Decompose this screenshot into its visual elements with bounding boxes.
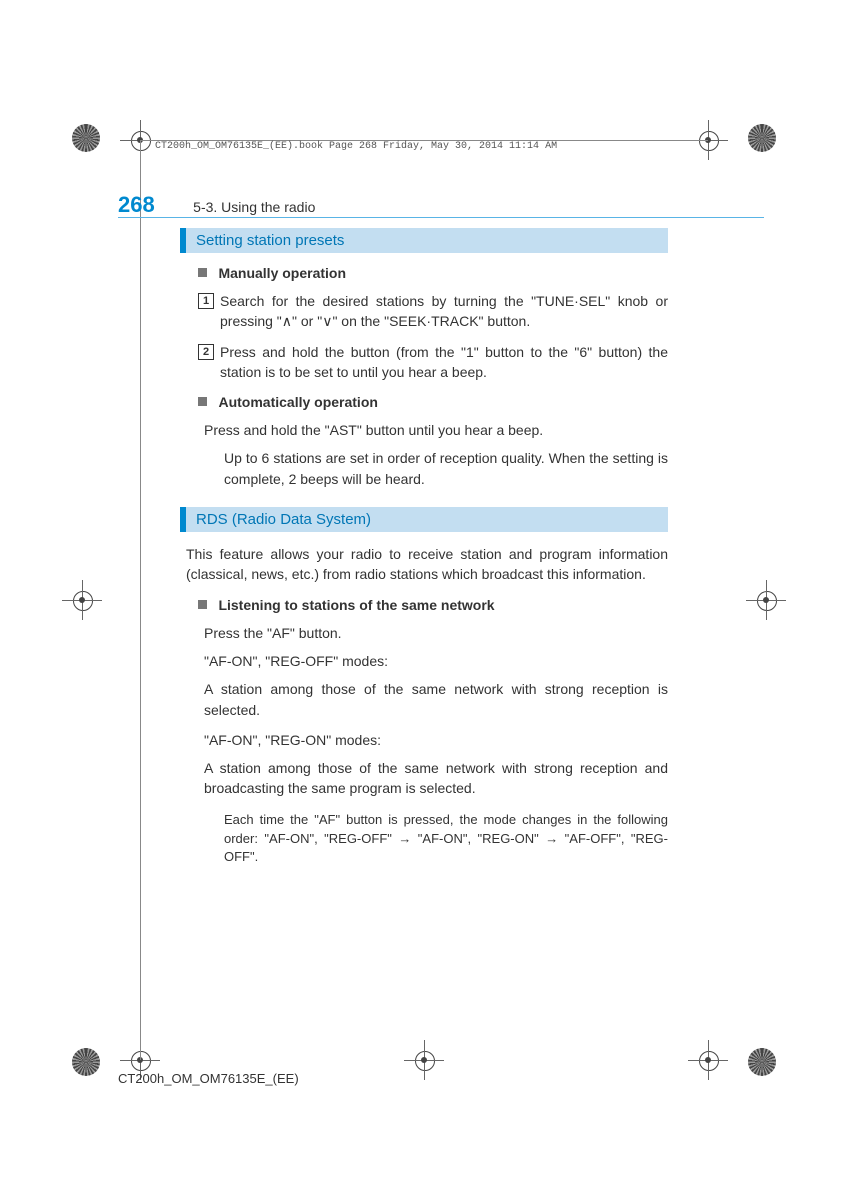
listening-heading: Listening to stations of the same networ… xyxy=(218,597,494,613)
page-header: 268 5-3. Using the radio xyxy=(118,192,730,218)
auto-heading: Automatically operation xyxy=(218,394,377,410)
crop-wheel-br xyxy=(748,1048,776,1076)
number-box-2: 2 xyxy=(198,344,214,360)
listening-mode-2: "AF-ON", "REG-ON" modes: xyxy=(204,730,668,750)
listening-mode-2-desc: A station among those of the same networ… xyxy=(204,758,668,799)
band-header-presets: Setting station presets xyxy=(180,228,668,253)
section-title: 5-3. Using the radio xyxy=(193,199,315,215)
page-number: 268 xyxy=(118,192,155,218)
manual-heading: Manually operation xyxy=(218,265,346,281)
reg-mark-bc xyxy=(404,1040,444,1080)
auto-line-2: Up to 6 stations are set in order of rec… xyxy=(224,448,668,489)
sub-listening: Listening to stations of the same networ… xyxy=(198,597,668,615)
book-header-line: CT200h_OM_OM76135E_(EE).book Page 268 Fr… xyxy=(155,141,557,152)
sub-auto: Automatically operation xyxy=(198,394,668,412)
listening-mode-1: "AF-ON", "REG-OFF" modes: xyxy=(204,651,668,671)
listening-note: Each time the "AF" button is pressed, th… xyxy=(224,811,668,868)
crop-wheel-tr xyxy=(748,124,776,152)
manual-step-2-text: Press and hold the button (from the "1" … xyxy=(220,342,668,383)
number-box-1: 1 xyxy=(198,293,214,309)
band-header-rds: RDS (Radio Data System) xyxy=(180,507,668,532)
square-bullet-icon xyxy=(198,268,207,277)
reg-mark-ml xyxy=(62,580,102,620)
frame-left xyxy=(140,140,141,1060)
square-bullet-icon xyxy=(198,600,207,609)
reg-mark-br xyxy=(688,1040,728,1080)
crop-wheel-tl xyxy=(72,124,100,152)
reg-mark-mr xyxy=(746,580,786,620)
page-content: Setting station presets Manually operati… xyxy=(180,228,668,875)
manual-step-1-text: Search for the desired stations by turni… xyxy=(220,291,668,332)
header-divider xyxy=(118,217,764,218)
square-bullet-icon xyxy=(198,397,207,406)
listening-line-1: Press the "AF" button. xyxy=(204,623,668,643)
manual-step-2: 2 Press and hold the button (from the "1… xyxy=(198,342,668,383)
listening-mode-1-desc: A station among those of the same networ… xyxy=(204,679,668,720)
auto-line-1: Press and hold the "AST" button until yo… xyxy=(204,420,668,440)
manual-step-1: 1 Search for the desired stations by tur… xyxy=(198,291,668,332)
footer-text: CT200h_OM_OM76135E_(EE) xyxy=(118,1071,299,1086)
rds-intro: This feature allows your radio to receiv… xyxy=(186,544,668,585)
crop-wheel-bl xyxy=(72,1048,100,1076)
sub-manual: Manually operation xyxy=(198,265,668,283)
